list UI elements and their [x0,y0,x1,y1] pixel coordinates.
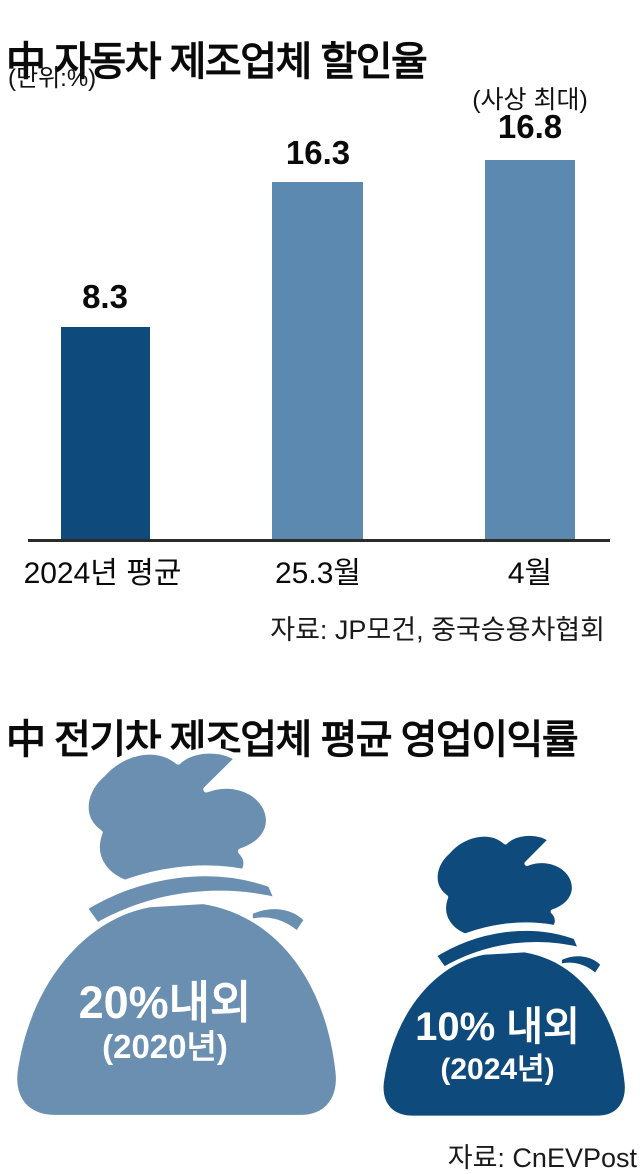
bag-body-shape [17,904,336,1115]
bag-2020-year: (2020년) [102,1028,228,1065]
bar-2024-average [61,327,150,540]
chart1-source: 자료: JP모건, 중국승용차협회 [270,615,605,645]
bag-2024-year: (2024년) [440,1053,555,1086]
bag-knot-shape [82,747,273,889]
chart2-title: 中 전기차 제조업체 평균 영업이익률 [6,717,579,762]
bar-value-label: 16.3 [285,134,351,171]
x-axis-label: 2024년 평균 [23,557,182,590]
bag-2024-value: 10% 내외 [415,1005,580,1049]
x-axis-label: 25.3월 [275,557,361,590]
chart1-title: 中 자동차 제조업체 할인율 [6,39,428,84]
bag-2020-value: 20%내외 [78,977,252,1028]
bag-tie-fold [241,898,316,944]
bar-value-label: 8.3 [82,278,128,315]
bag-tie-band [75,865,288,935]
money-bag-icon-2020 [17,747,336,1115]
bar-2025-april [485,160,575,540]
bar-value-label: 16.8 [497,108,563,145]
x-axis-line [28,539,610,542]
bar-2025-march [272,182,363,540]
bag-body-shape [383,952,625,1116]
bag-knot-shape [433,831,577,941]
chart2-source: 자료: CnEVPost [447,1143,637,1173]
bag-tie-fold [553,947,610,983]
chart1-unit-label: (단위:%) [8,65,97,92]
record-high-annotation: (사상 최대) [472,86,588,114]
x-axis-label: 4월 [507,557,553,590]
money-bag-icon-2024 [383,831,625,1116]
